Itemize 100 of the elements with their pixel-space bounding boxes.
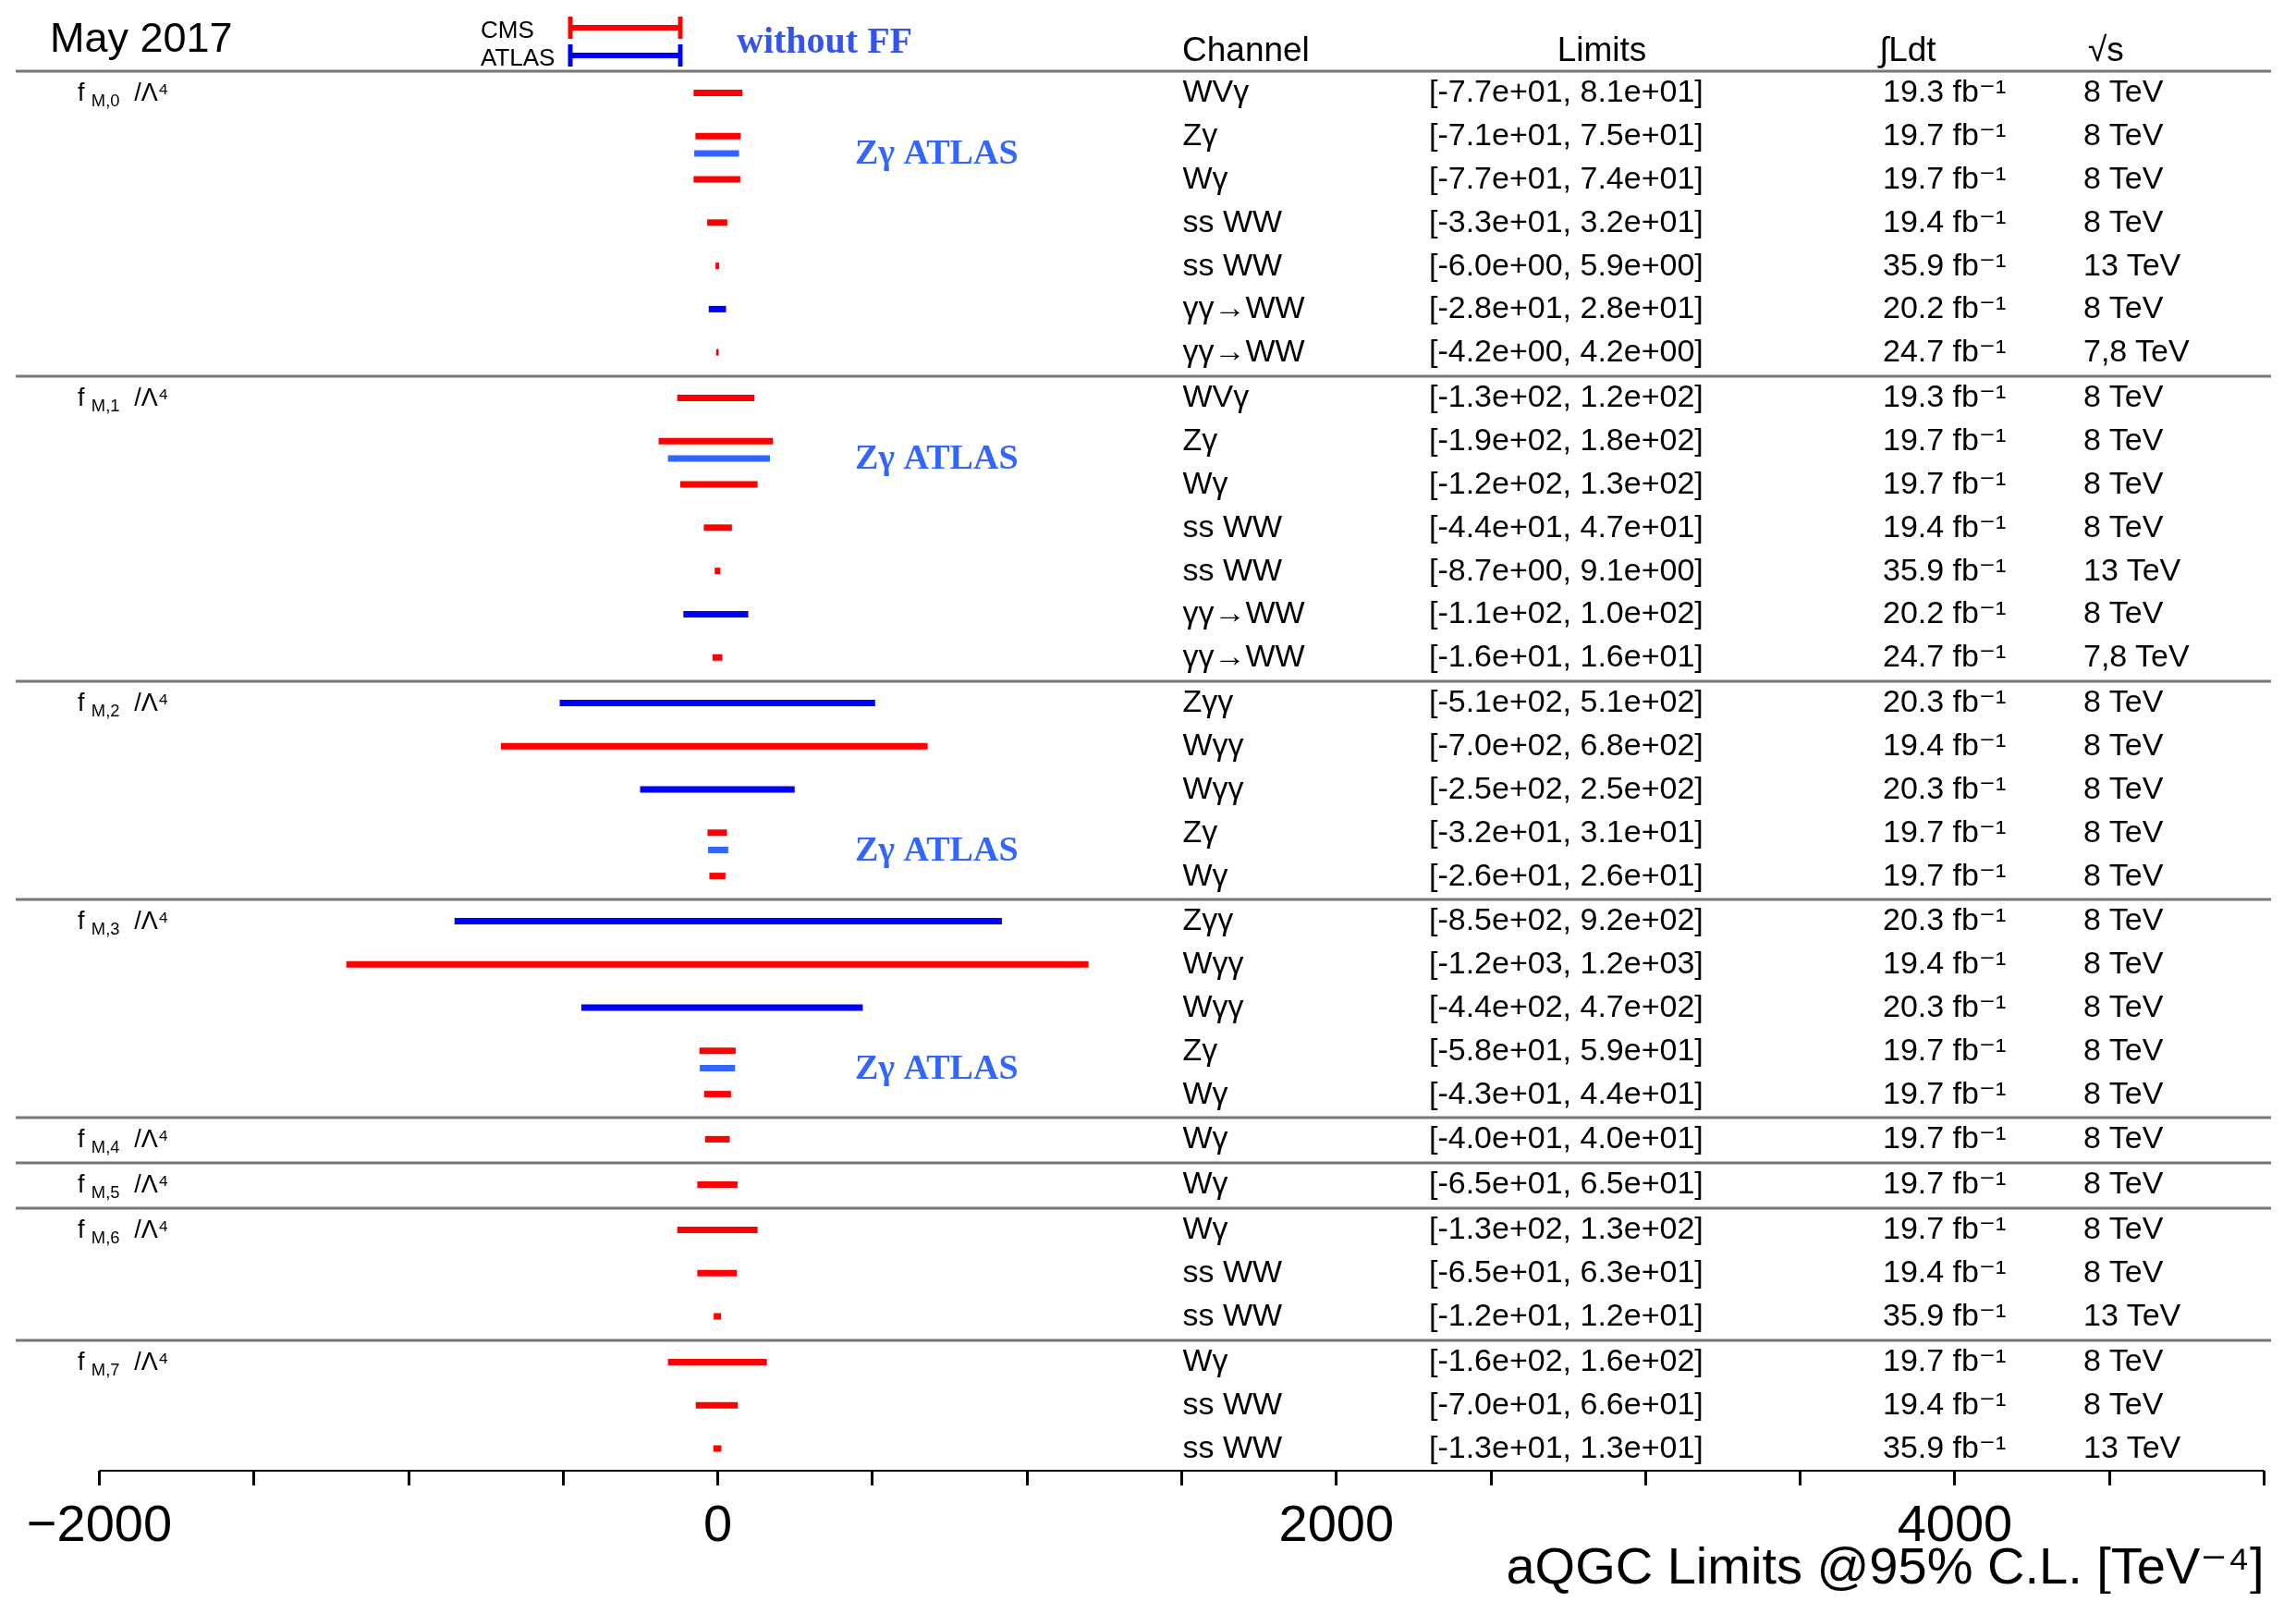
annotation: [-3.3e+01, 3.2e+01]	[1429, 202, 1704, 238]
annotation: 19.7 fb⁻¹	[1883, 116, 2007, 153]
annotation: [-5.8e+01, 5.9e+01]	[1429, 1031, 1704, 1067]
annotation: 8 TeV	[2083, 202, 2164, 238]
bar	[707, 219, 727, 226]
annotation: 13 TeV	[2083, 551, 2181, 587]
annotation: [-7.1e+01, 7.5e+01]	[1429, 116, 1704, 153]
y-tick-label: γγ→WW	[1182, 289, 1305, 325]
annotation: 19.4 fb⁻¹	[1883, 1253, 2007, 1290]
annotation: 13 TeV	[2083, 246, 2181, 282]
y-tick-label: Zγγ	[1182, 901, 1234, 937]
annotation: 19.7 fb⁻¹	[1883, 856, 2007, 892]
annotation: [-4.2e+00, 4.2e+00]	[1429, 333, 1704, 369]
annotation: 35.9 fb⁻¹	[1883, 246, 2007, 282]
annotation: [-1.3e+02, 1.3e+02]	[1429, 1210, 1704, 1246]
y-tick-label: ss WW	[1182, 551, 1283, 587]
annotation: 8 TeV	[2083, 727, 2164, 763]
x-tick-label: 2000	[1278, 1493, 1395, 1552]
y-tick-label: Wγ	[1182, 160, 1228, 195]
bar	[559, 699, 875, 706]
annotation: [-2.8e+01, 2.8e+01]	[1429, 289, 1704, 325]
y-tick-label: ss WW	[1182, 1253, 1283, 1290]
y-tick-label: Wγ	[1182, 1210, 1228, 1246]
annotation: 8 TeV	[2083, 160, 2164, 195]
annotation: 8 TeV	[2083, 988, 2164, 1023]
annotation: 19.7 fb⁻¹	[1883, 1074, 2007, 1110]
y-tick-label: Zγ	[1182, 422, 1218, 458]
y-tick-label: Wγγ	[1182, 727, 1244, 763]
bar	[708, 305, 727, 312]
annotation: 19.7 fb⁻¹	[1883, 160, 2007, 195]
annotation: 19.7 fb⁻¹	[1883, 465, 2007, 500]
annotation: 8 TeV	[2083, 1165, 2164, 1201]
x-tick-label: 0	[703, 1493, 733, 1552]
y-tick-label: Wγ	[1182, 856, 1228, 892]
annotation: 8 TeV	[2083, 770, 2164, 805]
annotation: 13 TeV	[2083, 1429, 2181, 1464]
y-tick-label: ss WW	[1182, 507, 1283, 544]
y-tick-label: γγ→WW	[1182, 333, 1305, 369]
y-tick-label: γγ→WW	[1182, 594, 1305, 630]
annotation: 8 TeV	[2083, 594, 2164, 630]
bar	[658, 437, 774, 445]
annotation: 7,8 TeV	[2083, 333, 2191, 369]
y-tick-label: Wγ	[1182, 1165, 1228, 1201]
y-tick-label: ss WW	[1182, 246, 1283, 282]
annotation: 19.7 fb⁻¹	[1883, 1031, 2007, 1067]
annotation: 19.4 fb⁻¹	[1883, 1386, 2007, 1422]
annotation: 8 TeV	[2083, 465, 2164, 500]
annotation: [-7.7e+01, 7.4e+01]	[1429, 160, 1704, 195]
bar	[699, 1047, 736, 1055]
y-tick-label: ss WW	[1182, 1429, 1283, 1464]
annotation: 8 TeV	[2083, 856, 2164, 892]
annotation: 20.2 fb⁻¹	[1883, 289, 2007, 325]
y-tick-label: ss WW	[1182, 202, 1283, 238]
text: Limits	[1557, 31, 1647, 68]
annotation: 8 TeV	[2083, 1253, 2164, 1290]
annotation: [-1.2e+02, 1.3e+02]	[1429, 465, 1704, 500]
text: Zγ ATLAS	[855, 1046, 1019, 1086]
y-tick-label: Wγ	[1182, 465, 1228, 500]
annotation: [-7.0e+02, 6.8e+02]	[1429, 727, 1704, 763]
annotation: [-2.5e+02, 2.5e+02]	[1429, 770, 1704, 805]
y-tick-label: ss WW	[1182, 1297, 1283, 1332]
annotation: [-2.6e+01, 2.6e+01]	[1429, 856, 1704, 892]
bar	[700, 1065, 736, 1072]
y-tick-label: Wγγ	[1182, 945, 1244, 981]
y-tick-label: Wγ	[1182, 1342, 1228, 1378]
annotation: 19.7 fb⁻¹	[1883, 422, 2007, 458]
bar	[703, 524, 732, 532]
text: √s	[2088, 31, 2124, 68]
bar	[693, 176, 740, 183]
annotation: 19.4 fb⁻¹	[1883, 202, 2007, 238]
annotation: 20.3 fb⁻¹	[1883, 683, 2007, 719]
y-tick-label: Zγγ	[1182, 683, 1234, 719]
annotation: [-8.5e+02, 9.2e+02]	[1429, 901, 1704, 937]
text: Zγ ATLAS	[855, 436, 1019, 476]
annotation: 35.9 fb⁻¹	[1883, 551, 2007, 587]
chart-title: May 2017	[50, 14, 233, 61]
annotation: 8 TeV	[2083, 1074, 2164, 1110]
annotation: 19.3 fb⁻¹	[1883, 73, 2007, 109]
annotation: 8 TeV	[2083, 901, 2164, 937]
annotation: 8 TeV	[2083, 422, 2164, 458]
bar	[703, 1091, 731, 1098]
annotation: 19.7 fb⁻¹	[1883, 1342, 2007, 1378]
x-tick-label: −2000	[26, 1493, 173, 1552]
legend-label: CMS	[481, 16, 534, 43]
text: Zγ ATLAS	[855, 828, 1019, 868]
annotation: [-1.6e+01, 1.6e+01]	[1429, 638, 1704, 674]
annotation: [-6.5e+01, 6.3e+01]	[1429, 1253, 1704, 1290]
y-tick-label: WVγ	[1182, 378, 1250, 414]
annotation: [-7.0e+01, 6.6e+01]	[1429, 1386, 1704, 1422]
annotation: [-6.5e+01, 6.5e+01]	[1429, 1165, 1704, 1201]
annotation: [-1.3e+01, 1.3e+01]	[1429, 1429, 1704, 1464]
y-tick-label: Wγγ	[1182, 770, 1244, 805]
bar	[580, 1004, 863, 1011]
annotation: [-1.2e+01, 1.2e+01]	[1429, 1297, 1704, 1332]
bar	[693, 89, 743, 96]
annotation: [-4.0e+01, 4.0e+01]	[1429, 1119, 1704, 1155]
annotation: 20.3 fb⁻¹	[1883, 988, 2007, 1023]
bar	[707, 829, 727, 837]
annotation: [-5.1e+02, 5.1e+02]	[1429, 683, 1704, 719]
bar	[346, 960, 1089, 968]
